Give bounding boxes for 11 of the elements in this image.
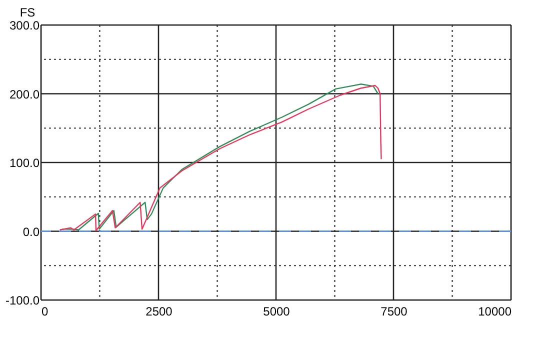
y-tick-label: 200.0 bbox=[9, 87, 40, 102]
x-tick-label: 7500 bbox=[380, 304, 408, 318]
x-tick-label: 5000 bbox=[263, 304, 290, 318]
x-tick-label: 0 bbox=[42, 304, 48, 318]
x-tick-label: 2500 bbox=[146, 304, 173, 318]
y-axis-title: FS bbox=[20, 6, 36, 20]
y-tick-label: -100.0 bbox=[5, 294, 40, 308]
x-tick-label: 10000 bbox=[478, 304, 512, 318]
y-tick-label: 300.0 bbox=[9, 18, 40, 32]
y-tick-label: 100.0 bbox=[9, 156, 40, 170]
y-tick-label: 0.0 bbox=[22, 224, 40, 239]
